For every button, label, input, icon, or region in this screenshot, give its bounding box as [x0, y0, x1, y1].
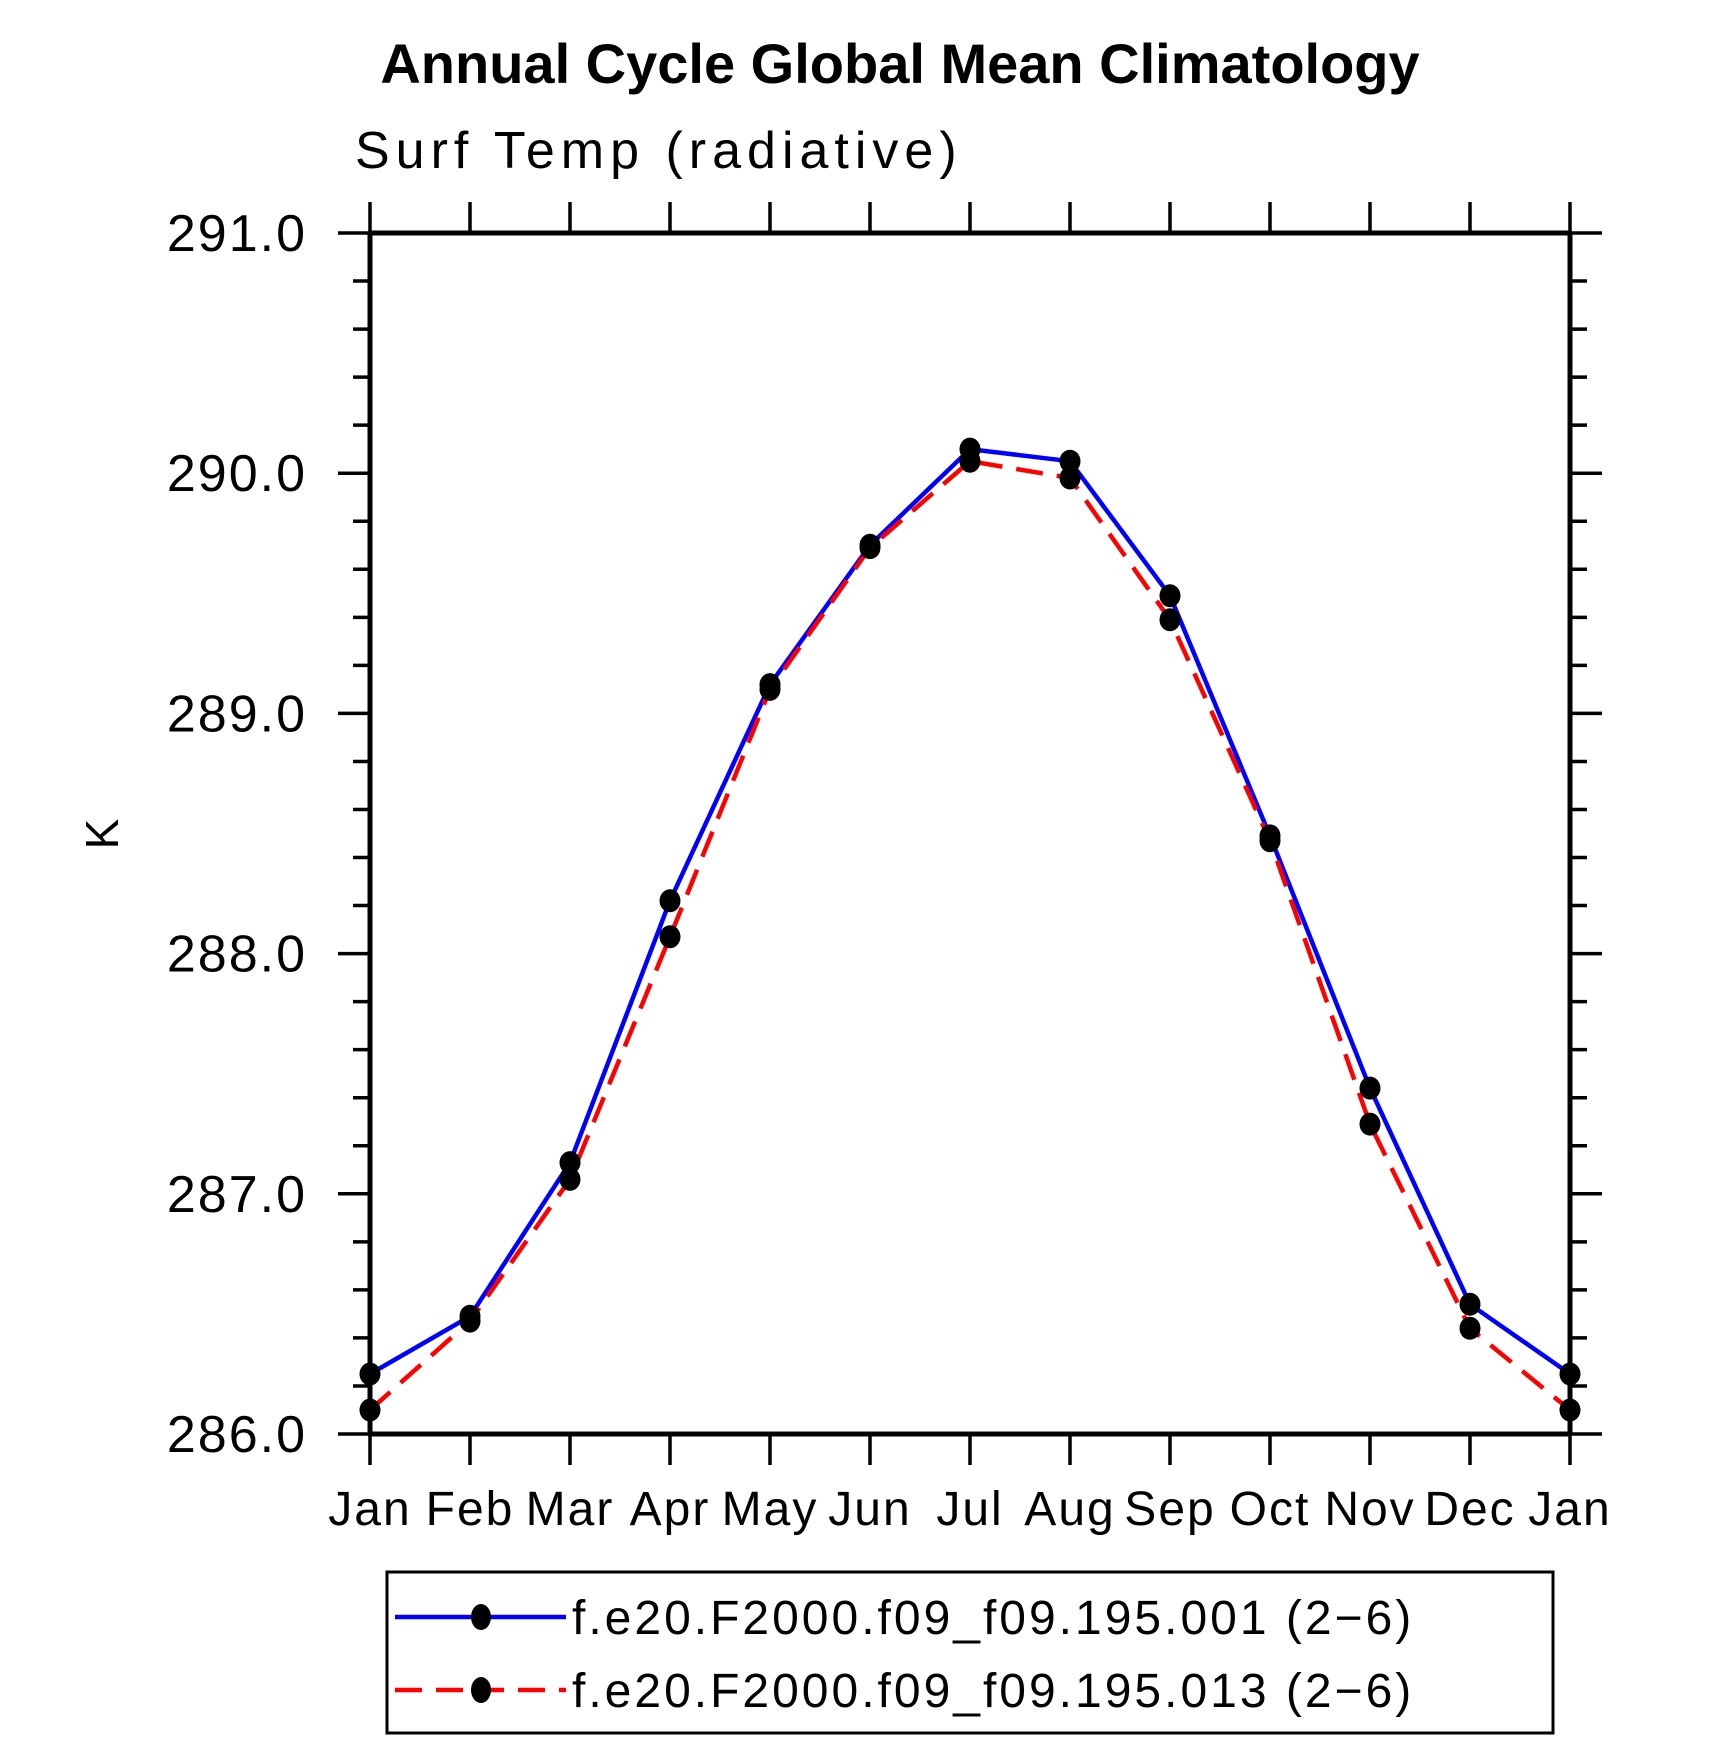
- legend-label-series-1: f.e20.F2000.f09_f09.195.001 (2−6): [572, 1592, 1414, 1645]
- y-tick-label: 290.0: [167, 445, 307, 503]
- data-point-series-2: [1059, 466, 1081, 490]
- axes-frame: [338, 202, 1602, 1465]
- data-point-series-1: [359, 1362, 381, 1386]
- legend-marker-series-1: [471, 1604, 491, 1630]
- chart-subtitle: Surf Temp (radiative): [355, 122, 963, 180]
- x-tick-label: Jul: [936, 1483, 1003, 1536]
- y-tick-label: 289.0: [167, 685, 307, 743]
- data-point-series-2: [659, 925, 681, 949]
- x-tick-label: May: [722, 1483, 819, 1536]
- x-tick-label: Oct: [1230, 1483, 1311, 1536]
- data-point-series-2: [1359, 1112, 1381, 1136]
- x-tick-label: Jan: [328, 1483, 411, 1536]
- data-point-series-2: [959, 449, 981, 473]
- data-point-series-2: [559, 1167, 581, 1191]
- x-tick-label: Nov: [1324, 1483, 1415, 1536]
- legend-box: [385, 1570, 1555, 1735]
- data-point-series-2: [759, 677, 781, 701]
- data-point-series-2: [1259, 829, 1281, 853]
- data-point-series-1: [1159, 584, 1181, 608]
- y-tick-labels: 286.0 287.0 288.0 289.0 290.0 291.0: [167, 205, 307, 1464]
- x-tick-label: Dec: [1424, 1483, 1515, 1536]
- x-tick-label: Jun: [828, 1483, 911, 1536]
- data-point-series-2: [1559, 1398, 1581, 1422]
- data-point-series-2: [1459, 1316, 1481, 1340]
- legend: f.e20.F2000.f09_f09.195.001 (2−6) f.e20.…: [385, 1570, 1555, 1735]
- y-tick-label: 287.0: [167, 1166, 307, 1224]
- series-line-1: [368, 446, 1572, 1376]
- x-tick-label: Jan: [1528, 1483, 1611, 1536]
- y-tick-label: 291.0: [167, 205, 307, 263]
- chart-title: Annual Cycle Global Mean Climatology: [380, 32, 1419, 95]
- series-line-2: [368, 458, 1572, 1412]
- x-tick-labels: Jan Feb Mar Apr May Jun Jul Aug Sep Oct Nov Dec Jan: [328, 1483, 1611, 1536]
- x-tick-label: Mar: [526, 1483, 615, 1536]
- x-tick-label: Aug: [1024, 1483, 1115, 1536]
- series-lines: [368, 446, 1572, 1412]
- x-tick-label: Apr: [630, 1483, 711, 1536]
- data-point-series-1: [1359, 1076, 1381, 1100]
- data-point-series-1: [1459, 1292, 1481, 1316]
- legend-label-series-2: f.e20.F2000.f09_f09.195.013 (2−6): [572, 1665, 1414, 1718]
- data-point-markers: [359, 437, 1581, 1422]
- data-point-series-2: [459, 1309, 481, 1333]
- data-point-series-2: [359, 1398, 381, 1422]
- data-point-series-2: [1159, 608, 1181, 632]
- data-point-series-1: [659, 889, 681, 913]
- y-tick-label: 288.0: [167, 926, 307, 984]
- legend-marker-series-2: [471, 1677, 491, 1703]
- x-tick-label: Sep: [1124, 1483, 1215, 1536]
- y-tick-label: 286.0: [167, 1406, 307, 1464]
- y-axis-label: K: [76, 817, 128, 850]
- data-point-series-1: [1059, 449, 1081, 473]
- data-point-series-1: [559, 1151, 581, 1175]
- data-point-series-1: [1559, 1362, 1581, 1386]
- data-point-series-2: [859, 536, 881, 560]
- x-tick-label: Feb: [426, 1483, 515, 1536]
